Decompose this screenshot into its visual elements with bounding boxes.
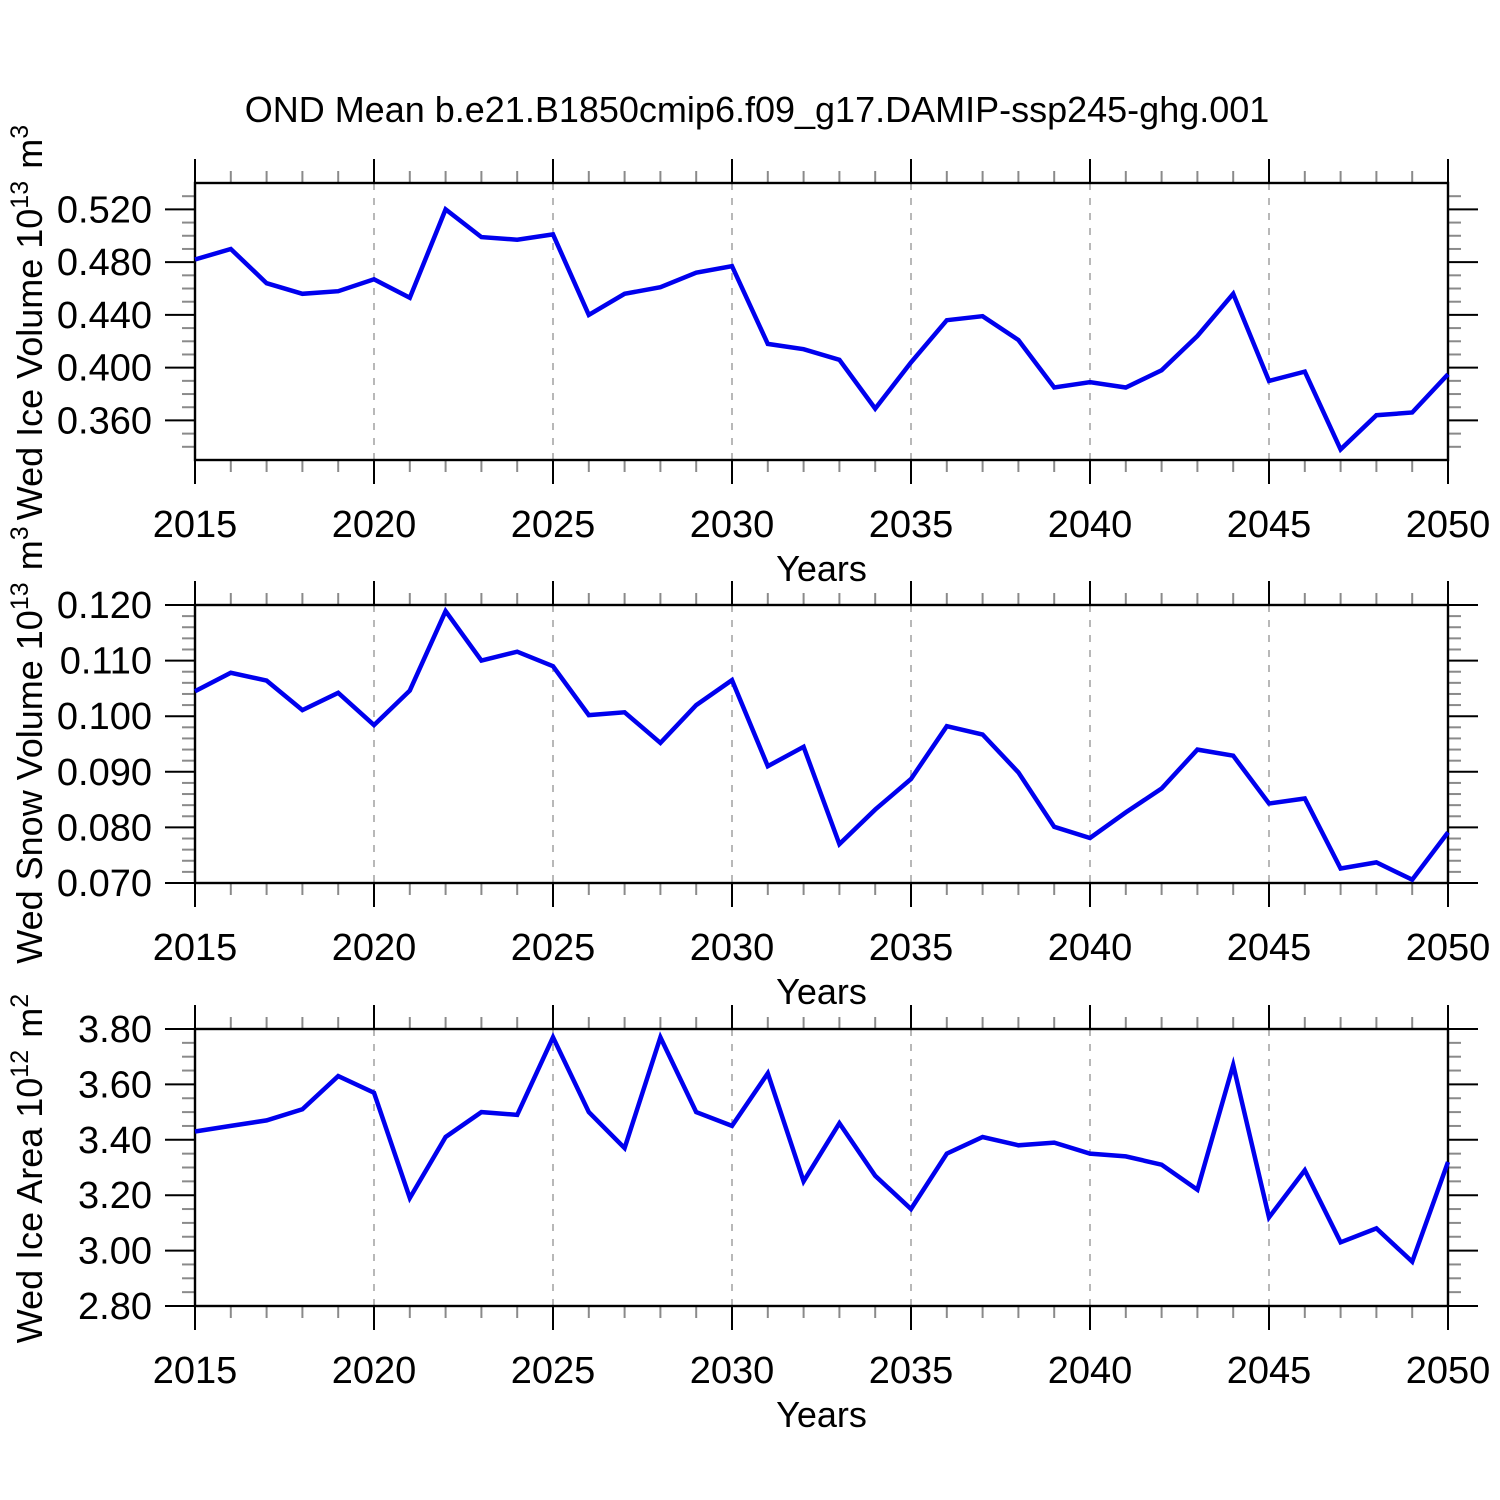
y-tick-label: 0.120 <box>57 585 152 627</box>
panel-1: 0.360 0.400 0.440 0.480 0.520 2015 2020 2025 203… <box>6 123 1491 589</box>
y-tick-label: 3.20 <box>78 1175 152 1217</box>
x-tick-label: 2030 <box>690 1350 775 1392</box>
y-tick-label: 0.520 <box>57 189 152 231</box>
y-axis-title: Wed Ice Area 1012 m2 <box>6 992 50 1343</box>
x-tick-label: 2015 <box>153 504 238 546</box>
y-tick-label: 0.070 <box>57 863 152 905</box>
y-axis-title: Wed Ice Volume 1013 m3 <box>6 123 50 520</box>
y-tick-label: 0.440 <box>57 295 152 337</box>
panels-group: 0.360 0.400 0.440 0.480 0.520 2015 2020 2025 203… <box>6 123 1491 1435</box>
y-tick-label: 0.090 <box>57 752 152 794</box>
x-tick-label: 2020 <box>332 504 417 546</box>
y-tick-label: 2.80 <box>78 1286 152 1328</box>
x-tick-label: 2020 <box>332 927 417 969</box>
panel-frame <box>193 181 1450 462</box>
y-tick-label: 3.60 <box>78 1064 152 1106</box>
x-tick-label: 2040 <box>1048 927 1133 969</box>
x-tick-label: 2045 <box>1227 504 1312 546</box>
x-tick-label: 2035 <box>869 504 954 546</box>
x-tick-label: 2050 <box>1406 927 1491 969</box>
chart-title: OND Mean b.e21.B1850cmip6.f09_g17.DAMIP-… <box>245 89 1270 130</box>
x-tick-label: 2035 <box>869 1350 954 1392</box>
y-tick-label: 0.400 <box>57 348 152 390</box>
y-tick-label: 0.100 <box>57 696 152 738</box>
y-tick-label: 0.360 <box>57 400 152 442</box>
panel-frame <box>193 603 1450 885</box>
panel-3-data-line <box>194 1031 1451 1266</box>
panel-frame <box>193 1027 1450 1308</box>
panel-3: 2.80 3.00 3.20 3.40 3.60 3.80 2015 2020 2025 2030… <box>6 992 1491 1435</box>
y-tick-label: 3.40 <box>78 1120 152 1162</box>
panel-2: 0.070 0.080 0.090 0.100 0.110 0.120 2015 2020 20… <box>6 524 1491 1012</box>
x-axis-title: Years <box>776 971 867 1012</box>
x-tick-label: 2030 <box>690 504 775 546</box>
x-tick-label: 2030 <box>690 927 775 969</box>
y-tick-label: 0.080 <box>57 807 152 849</box>
y-tick-label: 3.80 <box>78 1009 152 1051</box>
x-tick-label: 2020 <box>332 1350 417 1392</box>
x-tick-label: 2050 <box>1406 504 1491 546</box>
x-axis-title: Years <box>776 1394 867 1435</box>
x-tick-label: 2025 <box>511 504 596 546</box>
panel-2-data-line <box>193 606 1450 883</box>
panel-1-data-line <box>194 205 1450 454</box>
x-tick-label: 2035 <box>869 927 954 969</box>
x-tick-label: 2025 <box>511 1350 596 1392</box>
y-axis-title: Wed Snow Volume 1013 m3 <box>6 524 50 963</box>
y-tick-label: 3.00 <box>78 1231 152 1273</box>
x-axis-title: Years <box>776 548 867 589</box>
y-tick-label: 0.480 <box>57 242 152 284</box>
x-tick-label: 2050 <box>1406 1350 1491 1392</box>
x-tick-label: 2025 <box>511 927 596 969</box>
x-tick-label: 2015 <box>153 1350 238 1392</box>
x-tick-label: 2045 <box>1227 1350 1312 1392</box>
x-tick-label: 2040 <box>1048 504 1133 546</box>
x-tick-label: 2015 <box>153 927 238 969</box>
x-tick-label: 2040 <box>1048 1350 1133 1392</box>
x-tick-label: 2045 <box>1227 927 1312 969</box>
y-tick-label: 0.110 <box>60 641 152 683</box>
